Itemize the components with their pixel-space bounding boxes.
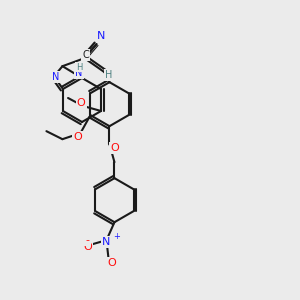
Text: +: + [113, 232, 120, 241]
Text: O: O [107, 258, 116, 268]
Text: O: O [110, 143, 119, 153]
Text: N: N [102, 237, 111, 247]
Text: O: O [73, 132, 82, 142]
Text: N: N [97, 31, 106, 41]
Text: N: N [75, 68, 83, 78]
Text: H: H [105, 70, 112, 80]
Text: C: C [82, 50, 89, 60]
Text: -: - [85, 235, 89, 245]
Text: O: O [83, 242, 92, 252]
Text: O: O [77, 98, 85, 108]
Text: N: N [52, 72, 60, 82]
Text: H: H [76, 62, 82, 71]
